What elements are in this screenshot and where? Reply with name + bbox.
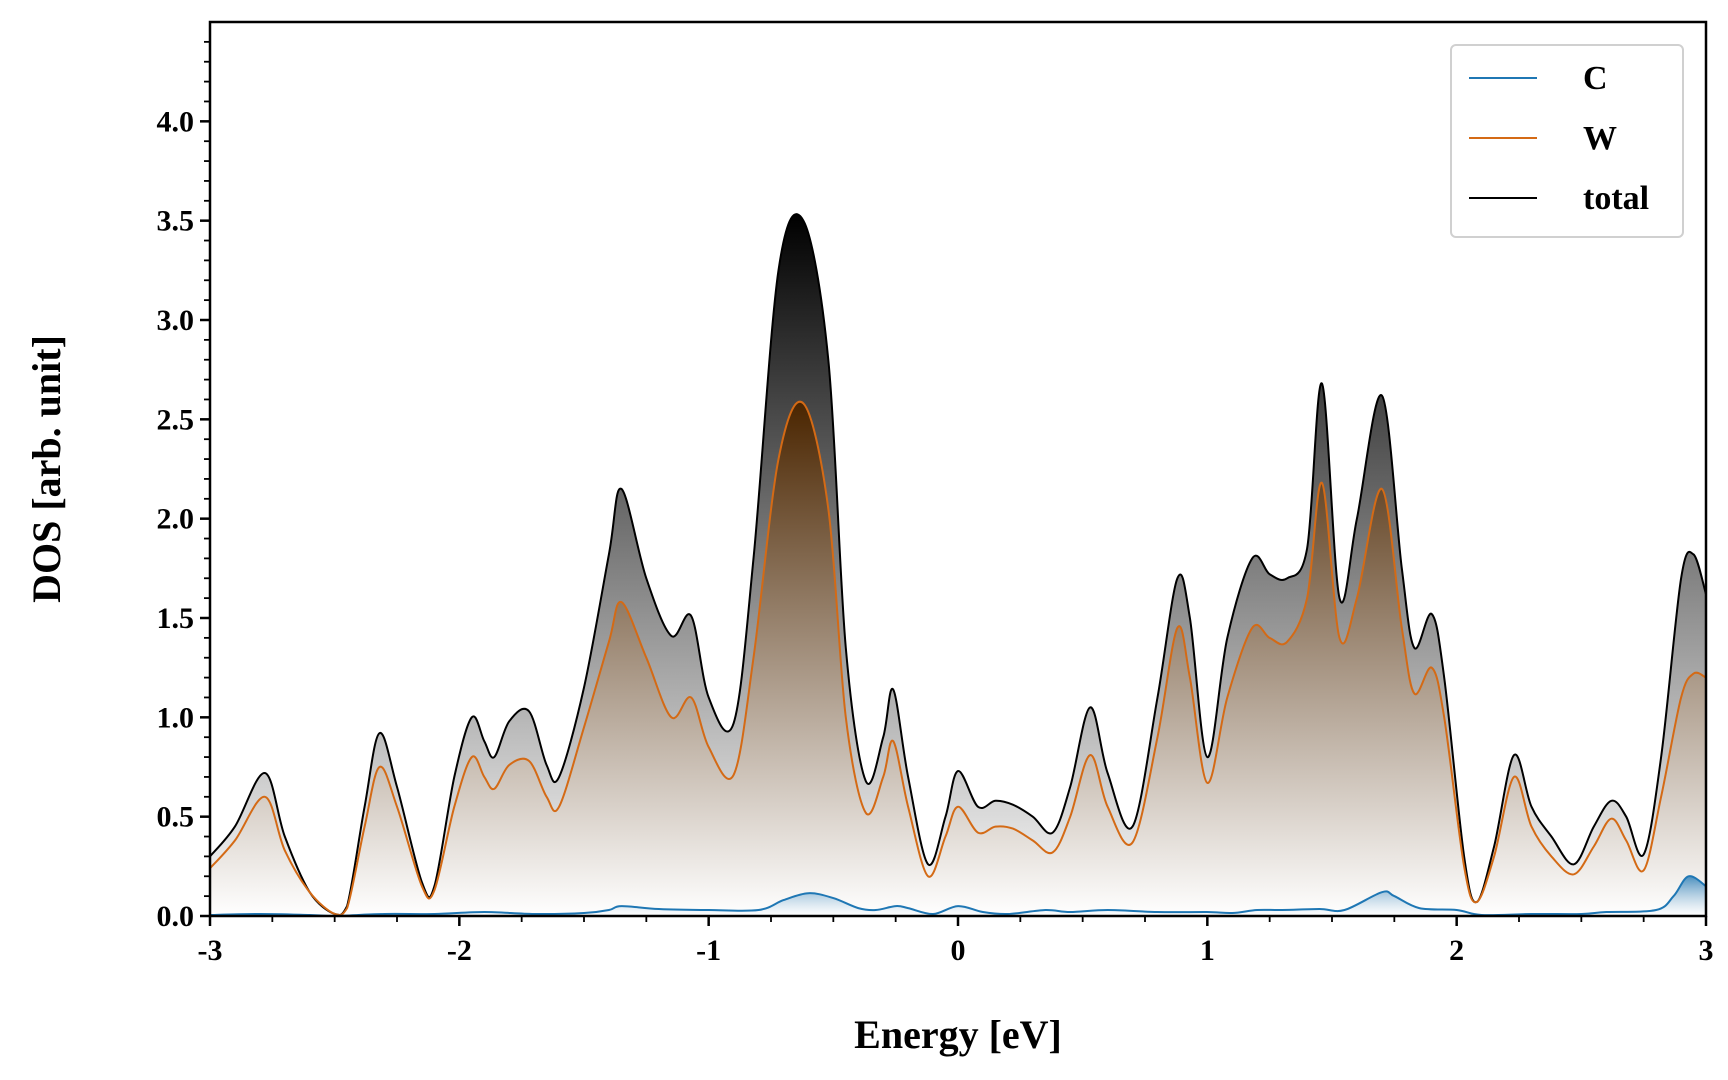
series-line-total — [210, 213, 1706, 916]
x-tick-label: 3 — [1699, 934, 1714, 967]
legend-label-w: W — [1583, 120, 1617, 157]
y-tick-label: 1.0 — [157, 701, 195, 734]
y-tick-label: 3.0 — [157, 304, 195, 337]
y-tick-label: 0.0 — [157, 900, 195, 933]
y-axis-label: DOS [arb. unit] — [24, 335, 69, 603]
series-layer — [210, 213, 1706, 916]
y-tick-label: 0.5 — [157, 801, 195, 834]
x-tick-label: -3 — [198, 934, 223, 967]
x-tick-label: -2 — [447, 934, 472, 967]
y-axis: 0.0 0.5 1.0 1.5 2.0 2.5 3.0 3.5 4.0 — [157, 40, 210, 933]
y-tick-label: 1.5 — [157, 602, 195, 635]
x-tick-label: -1 — [696, 934, 721, 967]
series-line-c — [210, 875, 1706, 916]
x-tick-label: 1 — [1200, 934, 1215, 967]
series-area-c — [210, 876, 1706, 916]
y-tick-label: 2.0 — [157, 503, 195, 536]
legend-label-total: total — [1583, 180, 1649, 217]
y-tick-label: 4.0 — [157, 105, 195, 138]
x-tick-label: 2 — [1449, 934, 1464, 967]
y-tick-label: 2.5 — [157, 403, 195, 436]
x-axis: -3 -2 -1 0 1 2 3 — [198, 916, 1714, 967]
series-line-w — [210, 400, 1706, 916]
legend-box — [1450, 44, 1684, 238]
x-tick-label: 0 — [951, 934, 966, 967]
legend-label-c: C — [1583, 60, 1608, 97]
x-axis-label: Energy [eV] — [854, 1012, 1062, 1057]
y-tick-label: 3.5 — [157, 205, 195, 238]
series-area-w — [210, 401, 1706, 916]
